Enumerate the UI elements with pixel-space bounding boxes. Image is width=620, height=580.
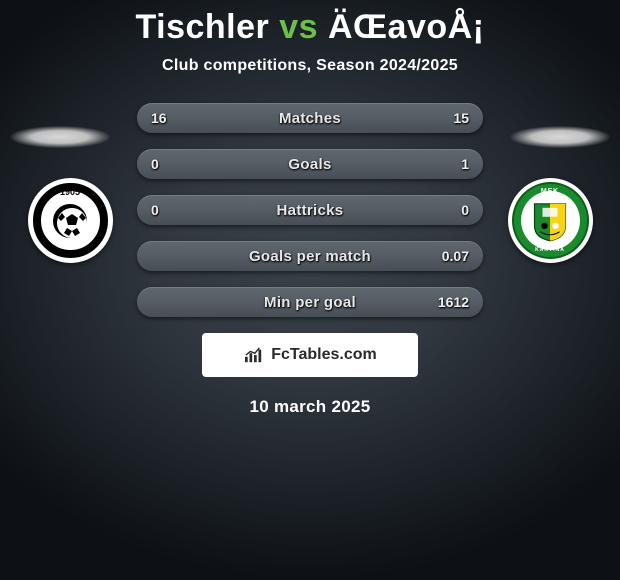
stat-row-hattricks: 0 Hattricks 0 [137,195,483,225]
stat-label: Matches [279,110,341,127]
karvina-shield-icon [533,201,568,241]
stat-right-value: 1612 [438,294,469,310]
player2-name: ÄŒavoÅ¡ [328,8,485,46]
club-badge-right: MFK KARVINÁ [500,178,600,263]
budejovice-inner [51,202,89,240]
branding-text: FcTables.com [271,346,377,364]
stat-left-value: 0 [151,202,159,218]
vs-label: vs [279,8,318,46]
stat-right-value: 1 [461,156,469,172]
stat-row-matches: 16 Matches 15 [137,103,483,133]
chart-icon [243,346,265,364]
club-badge-left: SK DYNAMO ČESKÉ BUDĚJOVICE 1905 [20,178,120,263]
shadow-ellipse-right [510,126,610,148]
stat-row-min-per-goal: Min per goal 1612 [137,287,483,317]
stat-row-goals-per-match: Goals per match 0.07 [137,241,483,271]
date-label: 10 march 2025 [0,397,620,417]
stat-label: Min per goal [264,294,356,311]
stat-right-value: 0 [461,202,469,218]
stat-label: Goals per match [249,248,371,265]
branding-badge: FcTables.com [202,333,418,377]
stat-row-goals: 0 Goals 1 [137,149,483,179]
stat-left-value: 16 [151,110,167,126]
subtitle: Club competitions, Season 2024/2025 [0,57,620,75]
budejovice-logo: SK DYNAMO ČESKÉ BUDĚJOVICE 1905 [28,178,113,263]
stat-label: Goals [288,156,331,173]
content-container: Tischler vs ÄŒavoÅ¡ Club competitions, S… [0,0,620,580]
player1-name: Tischler [135,8,269,46]
stat-label: Hattricks [277,202,344,219]
stat-right-value: 0.07 [442,248,469,264]
page-title: Tischler vs ÄŒavoÅ¡ [0,0,620,47]
karvina-logo: MFK KARVINÁ [508,178,593,263]
budejovice-year: 1905 [60,187,80,197]
shadow-ellipse-left [10,126,110,148]
stats-container: 16 Matches 15 0 Goals 1 0 Hattricks 0 Go… [137,103,483,317]
stat-left-value: 0 [151,156,159,172]
football-icon [53,204,91,242]
stat-right-value: 15 [453,110,469,126]
